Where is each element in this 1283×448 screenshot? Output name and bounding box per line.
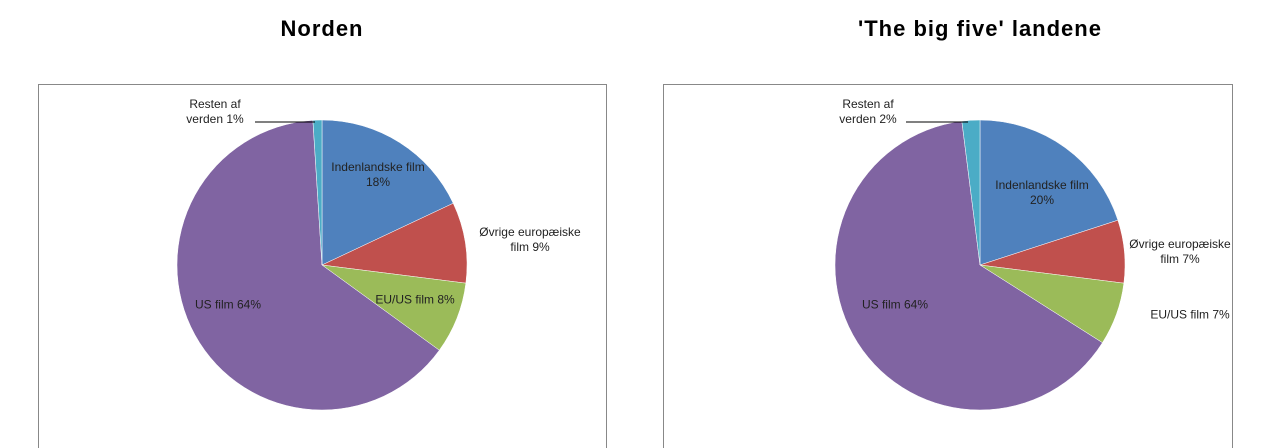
slice-category: Resten af verden — [186, 97, 241, 126]
pie-slice — [834, 120, 1103, 411]
chart-title: Norden — [281, 16, 364, 41]
slice-category: Resten af verden — [839, 97, 894, 126]
slice-value: 20% — [1029, 193, 1055, 207]
slice-value: 2% — [879, 112, 897, 126]
pie-slice — [176, 120, 440, 411]
slice-label: Øvrige europæiske film 7% — [1120, 237, 1240, 267]
pie-slice — [979, 119, 1119, 266]
pie-slice — [312, 119, 323, 266]
slice-label: EU/US film 8% — [375, 293, 455, 308]
slice-category: Øvrige europæiske film — [479, 225, 581, 254]
slice-value: 7% — [1182, 252, 1200, 266]
slice-label: US film 64% — [173, 298, 283, 313]
slice-value: 64% — [903, 297, 929, 312]
slice-value: 64% — [236, 297, 262, 312]
slice-label: EU/US film 7% — [1130, 308, 1250, 323]
slice-value: 18% — [365, 175, 391, 189]
slice-label: Resten af verden 1% — [175, 97, 255, 127]
pie-slice — [321, 119, 454, 266]
slice-category: Indenlandske film — [331, 160, 425, 174]
chart-title: 'The big five' landene — [858, 16, 1102, 41]
slice-value: 9% — [532, 240, 550, 254]
slice-label: Indenlandske film 20% — [987, 178, 1097, 208]
slice-category: US film — [861, 297, 901, 312]
slice-label: Resten af verden 2% — [828, 97, 908, 127]
pie-slice — [961, 119, 981, 266]
slice-category: US film — [194, 297, 234, 312]
slice-label: Indenlandske film 18% — [323, 160, 433, 190]
slice-label: US film 64% — [840, 298, 950, 313]
slice-value: 8% — [437, 292, 455, 307]
slice-category: Indenlandske film — [995, 178, 1089, 192]
slice-value: 1% — [226, 112, 244, 126]
slice-label: Øvrige europæiske film 9% — [470, 225, 590, 255]
slice-category: EU/US film — [375, 292, 434, 307]
slice-value: 7% — [1212, 307, 1230, 322]
slice-category: Øvrige europæiske film — [1129, 237, 1231, 266]
pie-slice — [321, 202, 468, 284]
slice-category: EU/US film — [1150, 307, 1209, 322]
